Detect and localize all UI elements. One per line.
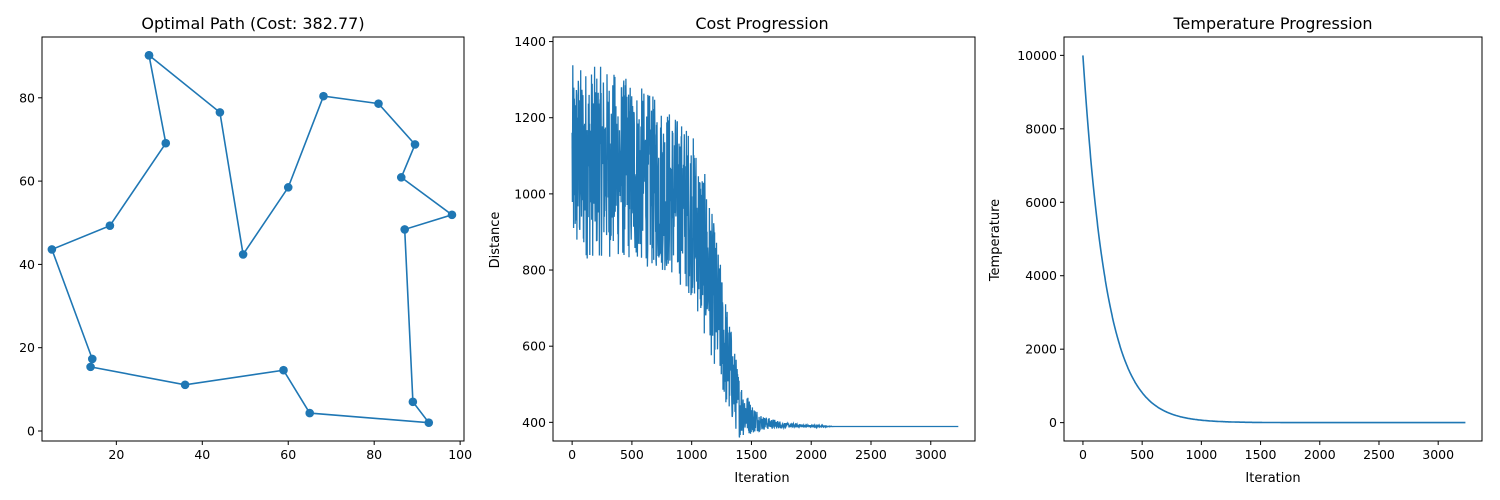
cost-x-tick-label: 2000 xyxy=(795,447,827,462)
cost-plot-area: 0 500 1000 1500 2000 2500 3000 400 600 800 1000 120… xyxy=(514,34,959,462)
cost-y-tick-label: 1400 xyxy=(514,34,546,49)
cost-x-tick-label: 0 xyxy=(568,447,576,462)
path-x-tick-label: 100 xyxy=(448,447,472,462)
temperature-x-tick-label: 1000 xyxy=(1185,447,1217,462)
path-x-tick-label: 40 xyxy=(194,447,210,462)
cost-series-line xyxy=(571,65,959,438)
path-point xyxy=(47,245,57,254)
temperature-y-tick-label: 4000 xyxy=(1025,268,1057,283)
temperature-subplot: Temperature Progression Iteration Temper… xyxy=(988,14,1483,486)
path-plot-frame xyxy=(41,36,465,442)
path-point xyxy=(410,140,420,149)
path-point xyxy=(408,397,418,407)
temperature-y-tick-label: 6000 xyxy=(1025,195,1057,210)
path-series-line xyxy=(50,54,454,424)
path-x-tick-label: 80 xyxy=(366,447,382,462)
temperature-x-tick-label: 1500 xyxy=(1245,447,1277,462)
temperature-y-tick-label: 10000 xyxy=(1017,48,1057,63)
temperature-plot-frame xyxy=(1063,36,1483,442)
path-point xyxy=(319,91,328,101)
path-point xyxy=(283,183,293,192)
path-point xyxy=(161,138,171,148)
cost-subplot: Cost Progression Iteration Distance 0 500… xyxy=(488,14,976,486)
temperature-x-tick-label: 500 xyxy=(1130,447,1154,462)
cost-x-tick-label: 3000 xyxy=(915,447,947,462)
temperature-y-axis-label: Temperature xyxy=(988,199,1003,282)
path-point xyxy=(105,221,115,230)
temperature-x-axis-label: Iteration xyxy=(1245,471,1300,486)
path-point xyxy=(87,354,97,364)
path-point xyxy=(400,225,409,234)
temperature-y-tick-label: 8000 xyxy=(1025,121,1057,136)
cost-x-tick-label: 500 xyxy=(620,447,644,462)
path-point xyxy=(144,51,154,60)
temperature-x-tick-label: 3000 xyxy=(1422,447,1454,462)
cost-y-axis-label: Distance xyxy=(488,212,503,269)
path-subplot: Optimal Path (Cost: 382.77) 20 40 60 80 100 0… xyxy=(19,14,472,462)
cost-x-axis-label: Iteration xyxy=(734,471,789,486)
cost-plot-frame xyxy=(552,36,976,442)
path-point xyxy=(180,380,190,390)
path-chart-title: Optimal Path (Cost: 382.77) xyxy=(141,14,364,33)
cost-x-tick-label: 1500 xyxy=(736,447,768,462)
cost-chart-title: Cost Progression xyxy=(695,14,828,33)
temperature-series-line xyxy=(1082,55,1466,424)
temperature-x-tick-label: 2500 xyxy=(1363,447,1395,462)
temperature-plot-area: 0 500 1000 1500 2000 2500 3000 0 2000 4000 6000 800… xyxy=(1017,48,1466,462)
temperature-x-tick-label: 2000 xyxy=(1304,447,1336,462)
path-x-tick-label: 20 xyxy=(108,447,124,462)
temperature-chart-title: Temperature Progression xyxy=(1172,14,1372,33)
path-y-tick-label: 60 xyxy=(19,174,35,189)
path-point xyxy=(305,408,315,418)
path-plot-area: 20 40 60 80 100 0 20 40 60 80 xyxy=(19,51,472,462)
path-point xyxy=(424,418,434,427)
path-point xyxy=(374,99,383,108)
path-y-tick-label: 80 xyxy=(19,90,35,105)
cost-x-tick-label: 1000 xyxy=(676,447,708,462)
path-x-tick-label: 60 xyxy=(280,447,296,462)
temperature-y-tick-label: 0 xyxy=(1049,415,1057,430)
cost-y-tick-label: 600 xyxy=(522,339,546,354)
cost-y-tick-label: 400 xyxy=(522,415,546,430)
cost-y-tick-label: 1000 xyxy=(514,186,546,201)
path-point xyxy=(238,250,248,259)
cost-y-tick-label: 1200 xyxy=(514,110,546,125)
path-y-tick-label: 0 xyxy=(27,424,35,439)
cost-x-tick-label: 2500 xyxy=(855,447,887,462)
path-point xyxy=(447,210,457,220)
path-y-tick-label: 20 xyxy=(19,340,35,355)
path-point xyxy=(86,362,95,372)
path-point xyxy=(396,173,406,182)
path-point xyxy=(215,108,225,117)
path-y-tick-label: 40 xyxy=(19,257,35,272)
temperature-y-tick-label: 2000 xyxy=(1025,342,1057,357)
path-point xyxy=(279,365,288,375)
temperature-x-tick-label: 0 xyxy=(1079,447,1087,462)
cost-y-tick-label: 800 xyxy=(522,263,546,278)
